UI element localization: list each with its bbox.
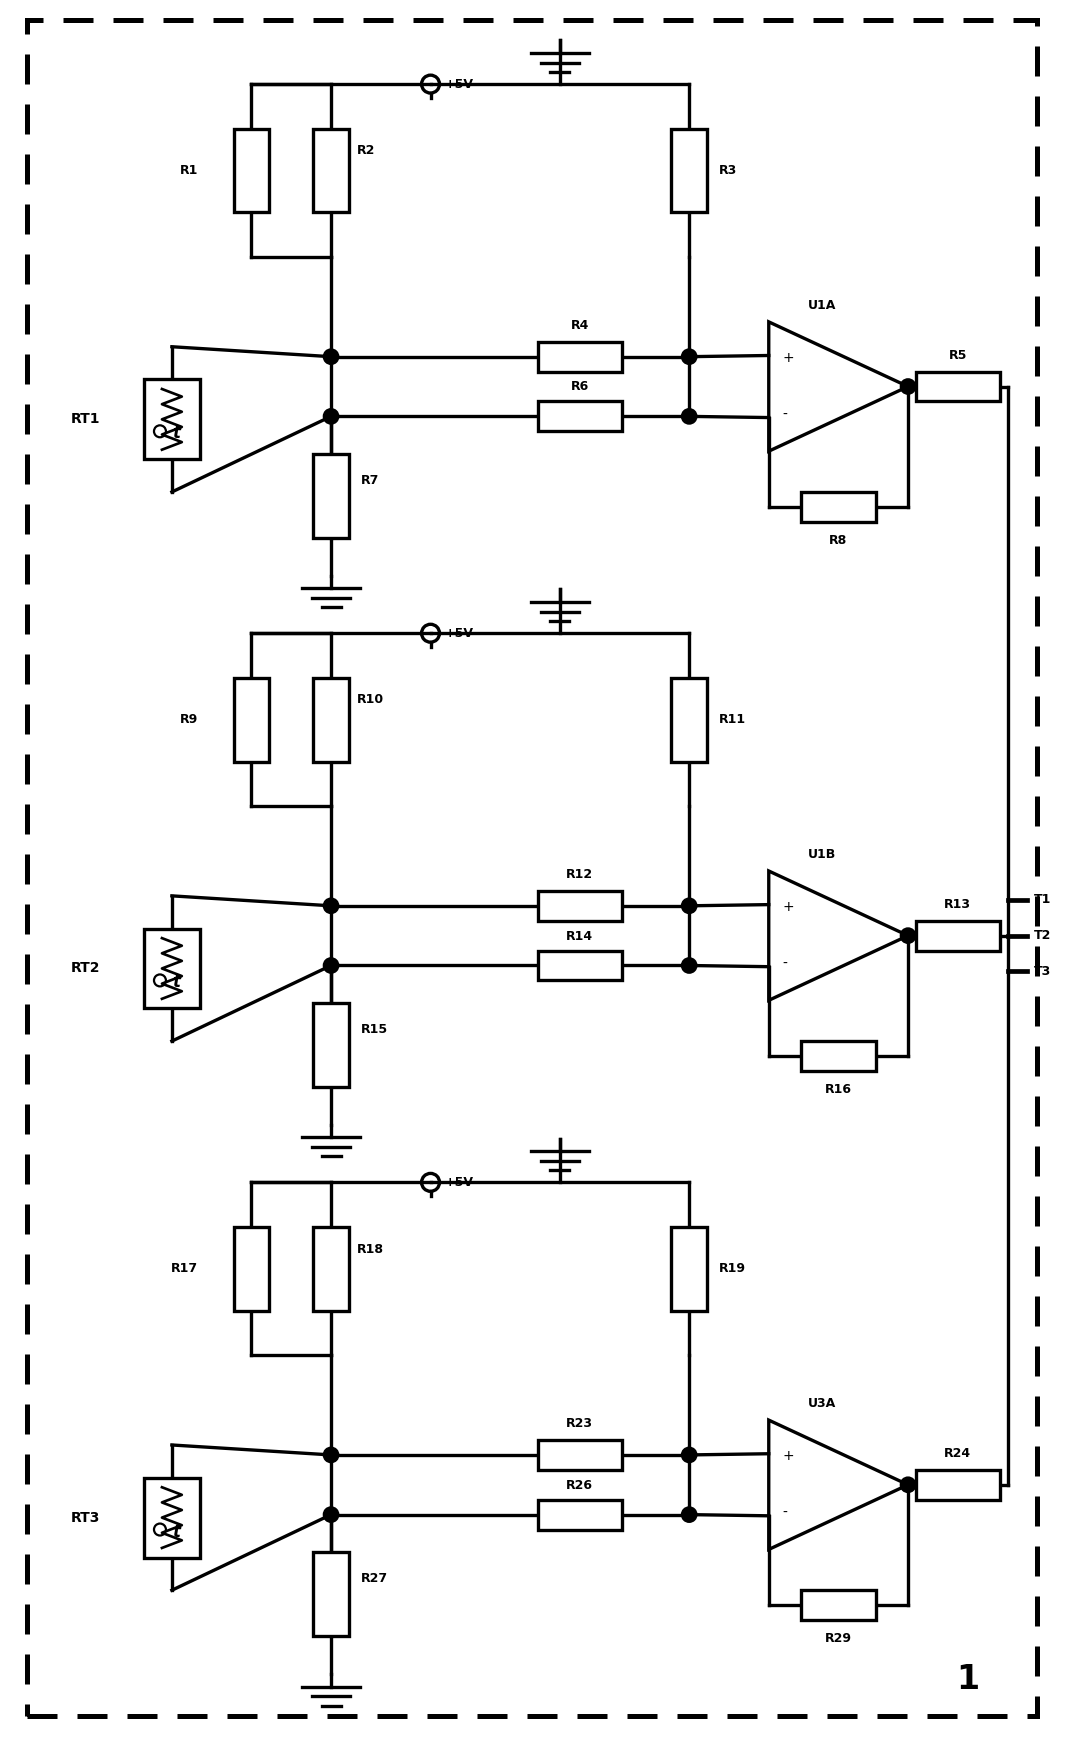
Circle shape <box>901 380 915 394</box>
Text: RT3: RT3 <box>71 1511 100 1525</box>
Text: 1: 1 <box>956 1664 980 1697</box>
Text: U3A: U3A <box>808 1397 836 1410</box>
Bar <box>672 129 707 212</box>
Circle shape <box>682 898 696 912</box>
Bar <box>538 1440 621 1470</box>
Text: -: - <box>782 1506 788 1520</box>
Bar <box>801 1589 876 1621</box>
Bar <box>538 342 621 372</box>
Text: +: + <box>782 351 794 365</box>
Text: R11: R11 <box>720 714 746 726</box>
Text: R29: R29 <box>825 1633 852 1645</box>
Bar <box>916 372 1000 401</box>
Text: R15: R15 <box>361 1023 388 1035</box>
FancyBboxPatch shape <box>27 21 1037 1716</box>
Text: RT1: RT1 <box>70 412 100 426</box>
Text: R10: R10 <box>357 693 384 707</box>
Circle shape <box>324 1508 338 1522</box>
Text: R13: R13 <box>944 898 971 910</box>
Bar <box>538 401 621 431</box>
Bar <box>538 891 621 921</box>
Text: R24: R24 <box>944 1447 971 1459</box>
Bar <box>672 677 707 761</box>
Bar <box>233 1226 270 1311</box>
Text: R23: R23 <box>566 1417 594 1430</box>
Bar <box>313 677 349 761</box>
Bar <box>538 950 621 980</box>
Text: R14: R14 <box>566 929 594 943</box>
Text: -: - <box>782 957 788 971</box>
Text: R9: R9 <box>179 714 198 726</box>
Bar <box>313 1004 349 1087</box>
Circle shape <box>682 959 696 973</box>
Bar <box>801 1040 876 1072</box>
Bar <box>313 1226 349 1311</box>
Bar <box>233 677 270 761</box>
Text: R1: R1 <box>179 165 198 177</box>
Bar <box>144 379 199 459</box>
Text: T3: T3 <box>1033 966 1051 978</box>
Circle shape <box>901 1478 915 1492</box>
Bar <box>672 1226 707 1311</box>
Text: t: t <box>172 424 180 443</box>
Text: t: t <box>172 1523 180 1541</box>
Circle shape <box>682 410 696 424</box>
Text: R2: R2 <box>357 144 375 158</box>
Circle shape <box>324 898 338 912</box>
Bar <box>916 921 1000 950</box>
Text: R17: R17 <box>171 1263 198 1275</box>
Text: RT2: RT2 <box>70 962 100 976</box>
Text: R8: R8 <box>829 533 847 547</box>
Text: R16: R16 <box>825 1082 852 1096</box>
Bar <box>916 1470 1000 1499</box>
Bar <box>144 929 199 1009</box>
Circle shape <box>324 1449 338 1463</box>
Circle shape <box>901 929 915 943</box>
Text: R27: R27 <box>361 1572 388 1584</box>
Bar <box>801 492 876 521</box>
Text: +5V: +5V <box>445 1176 473 1188</box>
Text: +5V: +5V <box>445 78 473 90</box>
Text: R3: R3 <box>720 165 738 177</box>
Text: T1: T1 <box>1033 893 1051 907</box>
Bar <box>538 1499 621 1530</box>
Text: R4: R4 <box>570 320 588 332</box>
Circle shape <box>324 349 338 363</box>
Text: R7: R7 <box>361 474 379 486</box>
Circle shape <box>324 959 338 973</box>
Bar <box>313 129 349 212</box>
Text: R5: R5 <box>949 349 967 361</box>
Circle shape <box>682 1508 696 1522</box>
Text: R26: R26 <box>566 1478 594 1492</box>
Text: t: t <box>172 973 180 992</box>
Text: R19: R19 <box>720 1263 746 1275</box>
Bar <box>144 1478 199 1558</box>
Circle shape <box>682 349 696 363</box>
Bar <box>233 129 270 212</box>
Text: -: - <box>782 408 788 422</box>
Text: R18: R18 <box>357 1242 384 1256</box>
Text: U1B: U1B <box>808 848 836 862</box>
Text: T2: T2 <box>1033 929 1051 941</box>
Text: +: + <box>782 900 794 914</box>
Bar <box>313 453 349 538</box>
Text: R12: R12 <box>566 868 594 881</box>
Text: +5V: +5V <box>445 627 473 639</box>
Circle shape <box>324 410 338 424</box>
Text: R6: R6 <box>570 380 588 394</box>
Circle shape <box>682 1449 696 1463</box>
Text: +: + <box>782 1449 794 1463</box>
Text: U1A: U1A <box>808 299 836 313</box>
Bar <box>313 1553 349 1636</box>
